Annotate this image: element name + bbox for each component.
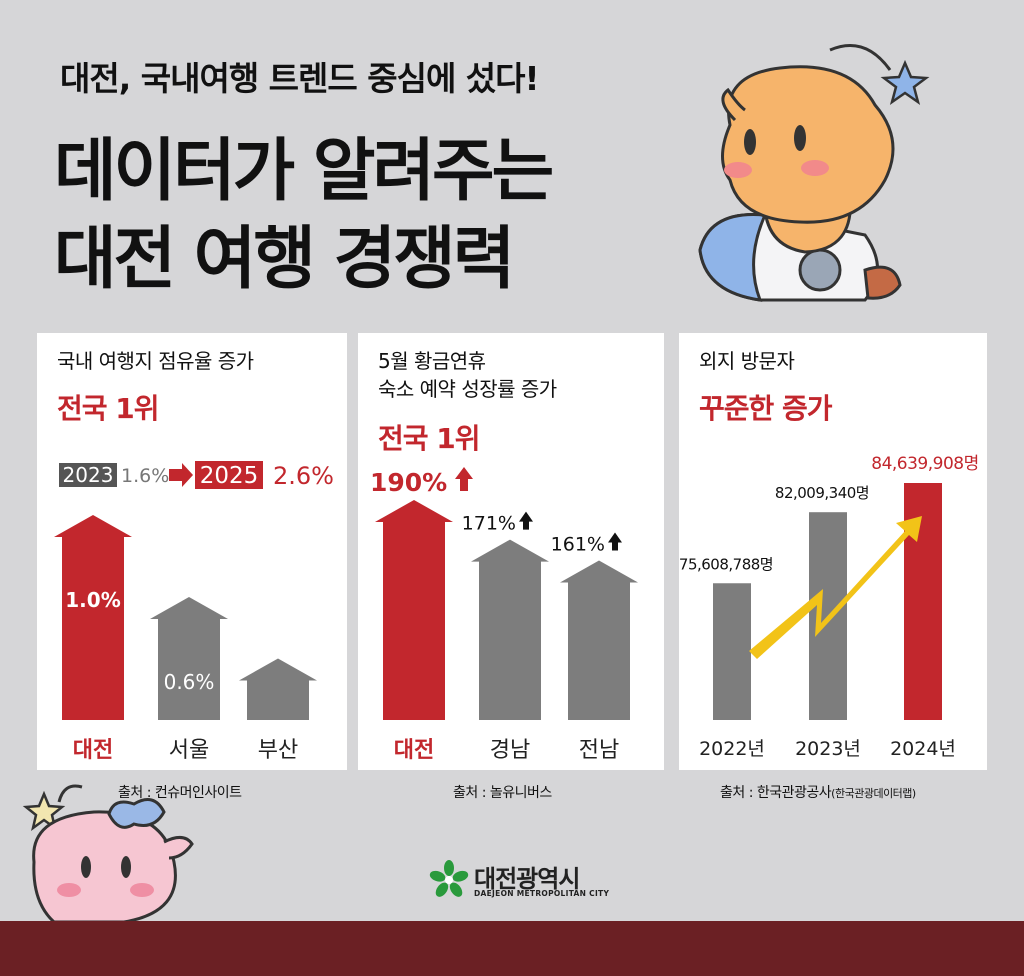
- category-label-1: 경남: [490, 738, 530, 763]
- pink-mascot-illustration: [22, 784, 194, 922]
- chart-1-svg: 2023 1.6% 2025 2.6% 1.0% 대전 0.6% 서울 0.3%부산: [54, 461, 334, 763]
- bar-value-label-1: 0.6%: [164, 670, 215, 694]
- chart-card-visitors: 외지 방문자 꾸준한 증가 75,608,788명 2022년 82,009,340…: [679, 333, 987, 770]
- trend-arrow-icon: [169, 463, 193, 487]
- trend-from-year-box: [59, 463, 117, 487]
- growth-arrow-icon: [749, 516, 922, 659]
- chart-3-svg: 75,608,788명 2022년 82,009,340명 2023년 84,639,9…: [679, 454, 979, 760]
- chart-card-booking-growth: 5월 황금연휴 숙소 예약 성장률 증가 전국 1위 190% 대전 171% 경남 1…: [358, 333, 664, 770]
- chart-2-source: 출처 : 놀유니버스: [453, 785, 552, 801]
- chart-2-title-line-1: 5월 황금연휴: [378, 349, 486, 373]
- star-icon: [880, 59, 930, 105]
- bar-2: [239, 658, 317, 720]
- star-icon: [22, 790, 66, 831]
- trend-to-value: 2.6%: [273, 462, 334, 490]
- daejeon-emblem-icon: [429, 860, 469, 897]
- bar-0: [375, 500, 453, 720]
- bar-2: [904, 483, 942, 720]
- category-label-2: 전남: [579, 738, 619, 763]
- chart-2-title: 5월 황금연휴 숙소 예약 성장률 증가: [378, 347, 557, 403]
- chart-1-headline: 전국 1위: [57, 392, 160, 425]
- chart-3-source: 출처 : 한국관광공사(한국관광데이터랩): [720, 782, 916, 802]
- category-label-2: 부산: [258, 738, 298, 763]
- bar-value-label-0: 190%: [370, 468, 447, 497]
- chart-1-title: 국내 여행지 점유율 증가: [57, 349, 254, 373]
- category-label-0: 대전: [73, 738, 113, 763]
- title-line-2: 대전 여행 경쟁력: [54, 220, 515, 299]
- bar-value-label-2: 161%: [551, 533, 605, 555]
- bar-1: [150, 597, 228, 720]
- chart-2-svg: 190% 대전 171% 경남 161% 전남: [370, 467, 638, 763]
- up-arrow-icon: [455, 467, 473, 491]
- bar-1: [471, 539, 549, 720]
- chart-3-headline: 꾸준한 증가: [699, 392, 833, 425]
- bar-0: [54, 515, 132, 720]
- daejeon-logo: 대전광역시 DAEJEON METROPOLITAN CITY: [428, 857, 648, 903]
- category-label-1: 2023년: [795, 738, 861, 760]
- up-arrow-icon: [608, 532, 622, 551]
- trend-to-year: 2025: [200, 463, 259, 489]
- page-title: 데이터가 알려주는 대전 여행 경쟁력: [54, 128, 554, 304]
- kicker-text: 대전, 국내여행 트렌드 중심에 섰다!: [60, 59, 540, 98]
- trend-from-year: 2023: [63, 463, 114, 487]
- bar-value-label-0: 75,608,788명: [679, 555, 773, 573]
- bar-value-label-2: 0.3%: [253, 736, 304, 760]
- chart-2-headline: 전국 1위: [378, 422, 481, 455]
- bar-value-label-1: 82,009,340명: [775, 484, 869, 502]
- bar-value-label-2: 84,639,908명: [871, 454, 978, 474]
- chart-2-title-line-2: 숙소 예약 성장률 증가: [378, 377, 557, 401]
- category-label-1: 서울: [169, 738, 209, 763]
- bar-2: [560, 560, 638, 720]
- bar-value-label-0: 1.0%: [65, 588, 120, 612]
- chart-3-source-note: (한국관광데이터랩): [831, 787, 916, 800]
- bar-value-label-1: 171%: [462, 513, 516, 535]
- chart-1-source: 출처 : 컨슈머인사이트: [118, 785, 242, 801]
- chart-3-source-main: 출처 : 한국관광공사: [720, 785, 832, 801]
- category-label-0: 대전: [394, 738, 434, 763]
- bar-0: [713, 583, 751, 720]
- category-label-2: 2024년: [890, 738, 956, 760]
- logo-name: 대전광역시: [474, 865, 580, 893]
- chart-3-title: 외지 방문자: [699, 349, 795, 373]
- trend-from-value: 1.6%: [121, 465, 169, 487]
- category-label-0: 2022년: [699, 738, 765, 760]
- bottom-band: [0, 921, 1024, 976]
- trend-to-year-box: [195, 461, 263, 489]
- logo-subtitle: DAEJEON METROPOLITAN CITY: [474, 889, 610, 898]
- title-line-1: 데이터가 알려주는: [54, 132, 554, 211]
- up-arrow-icon: [519, 511, 533, 530]
- orange-mascot-illustration: [698, 44, 930, 302]
- chart-card-market-share: 국내 여행지 점유율 증가 전국 1위 2023 1.6% 2025 2.6% 1.0%…: [37, 333, 347, 770]
